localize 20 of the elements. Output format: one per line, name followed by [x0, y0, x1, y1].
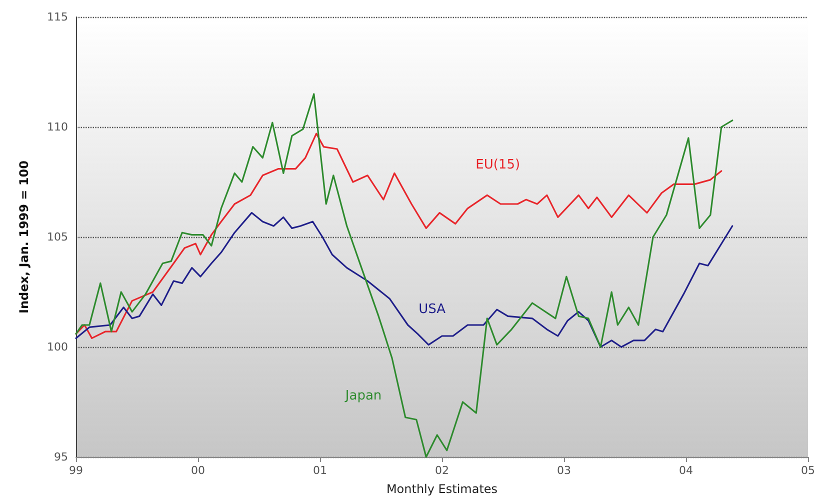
- x-tick-label: 02: [435, 464, 449, 477]
- x-tick-label: 00: [191, 464, 205, 477]
- line-series: [75, 212, 734, 348]
- series-label: Japan: [344, 388, 382, 404]
- x-axis-title: Monthly Estimates: [386, 482, 498, 496]
- y-tick-label: 100: [47, 340, 68, 354]
- series-label: EU(15): [476, 157, 520, 172]
- x-tick-label: 04: [679, 464, 693, 477]
- y-axis-title: Index, Jan. 1999 = 100: [17, 160, 31, 314]
- y-tick-label: 115: [47, 10, 68, 24]
- x-tick-label: 01: [313, 464, 327, 477]
- x-tick-label: 03: [557, 464, 571, 477]
- y-tick-label: 110: [47, 120, 68, 134]
- series-label: USA: [418, 302, 446, 317]
- line-series: [75, 93, 734, 458]
- y-tick-label: 105: [47, 230, 68, 244]
- line-series: [75, 132, 722, 339]
- x-tick-label: 05: [801, 464, 815, 477]
- x-tick-label: 99: [69, 464, 83, 477]
- y-tick-label: 95: [54, 450, 68, 464]
